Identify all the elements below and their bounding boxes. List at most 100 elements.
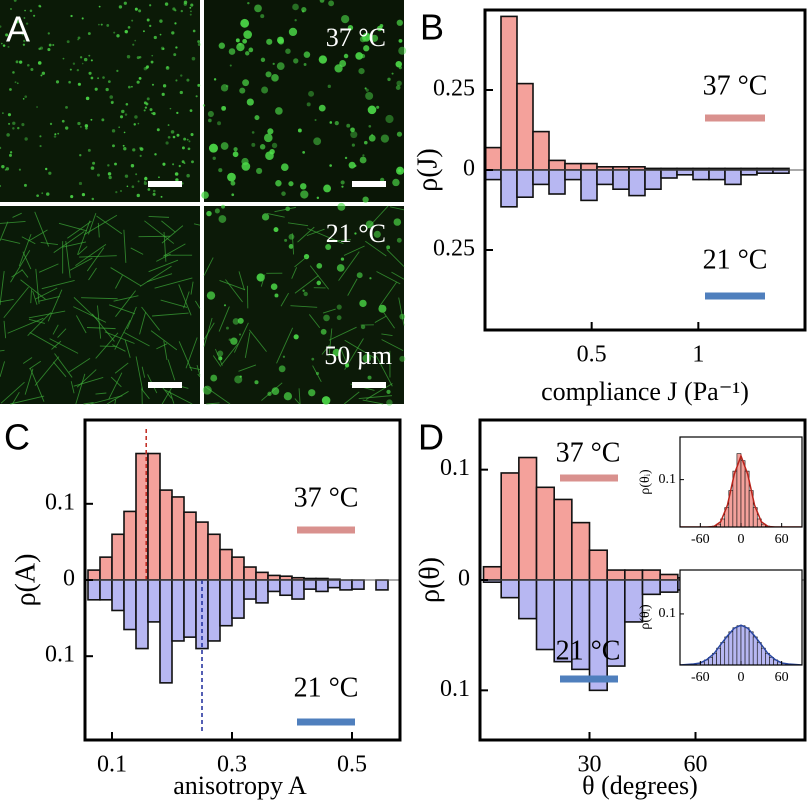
texture	[67, 220, 92, 239]
texture	[303, 291, 308, 297]
texture	[232, 151, 239, 158]
y-axis-label: ρ(θᵢ)	[638, 469, 653, 495]
texture	[40, 74, 43, 77]
scale-bar-label: 50 µm	[324, 341, 392, 370]
texture	[316, 196, 320, 200]
bar	[219, 548, 233, 581]
x-axis-label: compliance J (Pa⁻¹)	[541, 377, 749, 406]
texture	[10, 8, 12, 10]
texture	[228, 338, 232, 341]
texture	[339, 60, 347, 67]
texture	[100, 23, 103, 26]
texture	[308, 389, 316, 397]
texture	[27, 312, 52, 336]
texture	[329, 121, 333, 124]
texture	[114, 162, 117, 166]
texture	[343, 53, 349, 59]
bar	[564, 162, 582, 171]
texture	[139, 146, 142, 150]
bar	[659, 573, 679, 581]
texture	[53, 231, 85, 253]
texture	[6, 133, 10, 137]
texture	[171, 31, 175, 35]
texture	[365, 91, 374, 100]
texture	[237, 317, 244, 324]
texture	[125, 102, 129, 106]
texture	[391, 271, 405, 280]
bar	[761, 523, 766, 527]
texture	[316, 262, 323, 269]
texture	[34, 211, 50, 247]
texture	[230, 180, 236, 186]
bar	[571, 521, 591, 581]
texture	[197, 40, 201, 43]
bar	[500, 15, 518, 171]
texture	[131, 185, 135, 189]
texture	[348, 161, 356, 169]
texture	[138, 56, 142, 59]
y-axis-label: ρ(θᵢ)	[638, 604, 653, 630]
texture	[322, 308, 336, 314]
bar	[99, 579, 113, 601]
texture	[18, 168, 21, 171]
texture	[272, 62, 275, 65]
texture	[378, 304, 387, 313]
texture	[0, 146, 2, 150]
texture	[104, 331, 135, 344]
texture	[167, 124, 170, 126]
texture	[146, 18, 150, 22]
bar	[159, 489, 173, 581]
texture	[381, 333, 393, 336]
plot: 0.1 0.3 0.5 0.1 0 0.1 ρ(A) anisotropy A C 37 °C 21…	[4, 417, 402, 800]
bar	[532, 169, 550, 186]
texture	[206, 402, 220, 405]
texture	[256, 167, 263, 175]
texture	[240, 18, 250, 28]
image-37-control	[0, 0, 200, 202]
texture	[320, 328, 327, 335]
texture	[393, 218, 402, 226]
texture	[27, 63, 30, 67]
texture	[197, 373, 201, 378]
texture	[328, 0, 335, 7]
texture	[83, 57, 88, 62]
texture	[340, 257, 345, 261]
y-axis-label: ρ(J)	[412, 148, 443, 192]
texture	[356, 272, 363, 279]
texture	[360, 324, 366, 330]
texture	[77, 82, 82, 86]
texture	[315, 371, 320, 376]
texture	[70, 14, 73, 18]
texture	[202, 104, 206, 107]
panel-letter: B	[420, 7, 444, 48]
texture	[208, 143, 218, 153]
texture	[68, 357, 91, 373]
texture	[41, 192, 44, 195]
bar	[279, 579, 293, 597]
texture	[33, 14, 36, 17]
texture	[152, 312, 189, 317]
texture	[368, 124, 372, 128]
texture	[123, 332, 150, 347]
texture	[220, 142, 229, 150]
texture	[239, 87, 246, 94]
bar	[207, 579, 221, 642]
texture	[380, 177, 385, 183]
texture	[148, 215, 170, 218]
texture	[72, 62, 76, 65]
texture	[341, 14, 350, 24]
texture	[162, 47, 165, 51]
texture	[2, 44, 6, 47]
texture	[141, 388, 150, 400]
texture	[368, 134, 376, 142]
texture	[365, 240, 387, 257]
texture	[90, 59, 93, 62]
texture	[47, 289, 63, 322]
texture	[297, 226, 315, 243]
texture	[376, 105, 380, 109]
texture	[332, 348, 341, 357]
texture	[236, 42, 245, 52]
texture	[1, 238, 21, 244]
texture	[85, 96, 90, 101]
texture	[263, 133, 273, 143]
